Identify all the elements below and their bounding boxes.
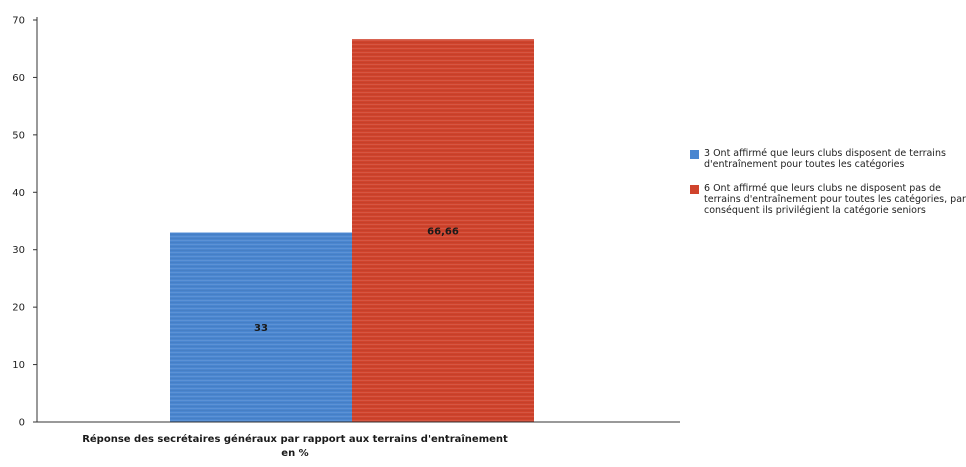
legend-item-1: 3 Ont affirmé que leurs clubs disposent … <box>690 148 966 170</box>
bar-texture-1 <box>170 232 352 422</box>
legend-swatch-1 <box>690 150 699 159</box>
legend-item-2: 6 Ont affirmé que leurs clubs ne dispose… <box>690 183 966 216</box>
bar-texture-2 <box>352 39 534 422</box>
bar-value-label-1: 33 <box>254 323 268 334</box>
legend: 3 Ont affirmé que leurs clubs disposent … <box>690 148 966 229</box>
y-tick-label: 40 <box>12 188 25 199</box>
y-tick-label: 50 <box>12 130 25 141</box>
y-tick-label: 20 <box>12 303 25 314</box>
y-tick-label: 60 <box>12 73 25 84</box>
legend-label-2: 6 Ont affirmé que leurs clubs ne dispose… <box>704 183 966 216</box>
bar-value-label-2: 66,66 <box>427 227 459 238</box>
y-tick-label: 10 <box>12 360 25 371</box>
y-tick-label: 0 <box>19 418 25 429</box>
y-tick-label: 30 <box>12 245 25 256</box>
legend-swatch-2 <box>690 185 699 194</box>
x-axis-title: Réponse des secrétaires généraux par rap… <box>82 433 508 459</box>
legend-label-1: 3 Ont affirmé que leurs clubs disposent … <box>704 148 946 170</box>
y-tick-label: 70 <box>12 16 25 27</box>
